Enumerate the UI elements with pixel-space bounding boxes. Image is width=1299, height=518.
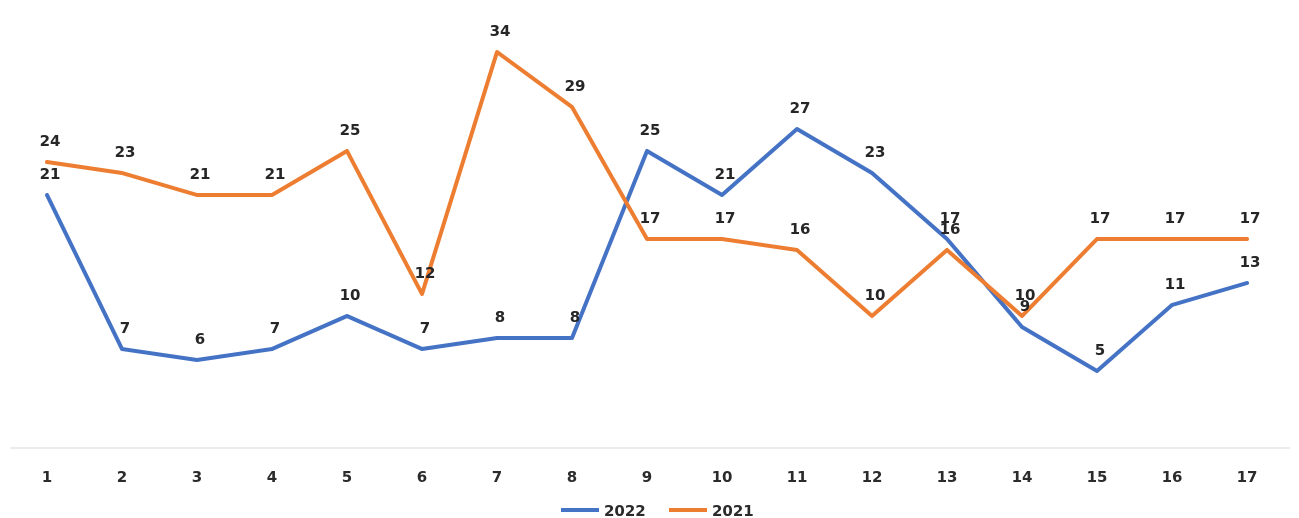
x-tick-label-17: 17 <box>1237 468 1258 486</box>
data-label-2021-9: 17 <box>640 209 661 227</box>
data-label-2022-17: 13 <box>1240 253 1261 271</box>
data-label-2022-16: 11 <box>1165 275 1186 293</box>
data-label-2021-14: 10 <box>1015 286 1036 304</box>
data-label-2022-4: 7 <box>270 319 280 337</box>
data-label-2022-14: 9 <box>1020 297 1030 315</box>
data-label-2021-7: 34 <box>490 22 511 40</box>
data-label-2021-2: 23 <box>115 143 136 161</box>
data-label-2022-2: 7 <box>120 319 130 337</box>
data-label-2022-12: 23 <box>865 143 886 161</box>
data-label-2022-9: 25 <box>640 121 661 139</box>
data-label-2022-11: 27 <box>790 99 811 117</box>
x-tick-label-15: 15 <box>1087 468 1108 486</box>
data-label-2022-10: 21 <box>715 165 736 183</box>
legend-item-2022: 2022 <box>561 502 646 518</box>
data-label-2022-1: 21 <box>40 165 61 183</box>
data-label-2022-8: 8 <box>570 308 580 326</box>
data-label-2021-4: 21 <box>265 165 286 183</box>
data-label-2021-6: 12 <box>415 264 436 282</box>
x-tick-label-1: 1 <box>42 468 52 486</box>
legend-item-2021: 2021 <box>669 502 754 518</box>
data-label-2022-6: 7 <box>420 319 430 337</box>
data-label-2021-8: 29 <box>565 77 586 95</box>
legend-label-2022: 2022 <box>604 502 646 518</box>
x-tick-label-2: 2 <box>117 468 127 486</box>
data-label-2021-12: 10 <box>865 286 886 304</box>
x-tick-label-13: 13 <box>937 468 958 486</box>
data-label-2021-5: 25 <box>340 121 361 139</box>
data-label-2022-3: 6 <box>195 330 205 348</box>
x-tick-label-16: 16 <box>1162 468 1183 486</box>
series-line-2021 <box>45 50 1249 318</box>
data-label-2021-1: 24 <box>40 132 61 150</box>
data-label-2021-3: 21 <box>190 165 211 183</box>
data-label-2021-10: 17 <box>715 209 736 227</box>
x-tick-label-7: 7 <box>492 468 502 486</box>
series-line-2022 <box>45 127 1249 373</box>
data-label-2022-5: 10 <box>340 286 361 304</box>
data-label-layer: 21 7 6 7 10 7 8 8 25 21 27 23 17 9 5 11 13 24 23 21 21 25 12 34… <box>40 22 1261 359</box>
legend-label-2021: 2021 <box>712 502 754 518</box>
data-label-2021-15: 17 <box>1090 209 1111 227</box>
x-tick-label-5: 5 <box>342 468 352 486</box>
x-tick-label-8: 8 <box>567 468 577 486</box>
data-label-2022-15: 5 <box>1095 341 1105 359</box>
x-tick-label-11: 11 <box>787 468 808 486</box>
x-tick-label-12: 12 <box>862 468 883 486</box>
data-label-2022-13: 17 <box>940 209 961 227</box>
data-label-2021-16: 17 <box>1165 209 1186 227</box>
legend: 2022 2021 <box>561 502 754 518</box>
series-layer <box>45 50 1249 373</box>
x-tick-label-10: 10 <box>712 468 733 486</box>
x-tick-label-3: 3 <box>192 468 202 486</box>
x-tick-label-14: 14 <box>1012 468 1033 486</box>
x-tick-label-9: 9 <box>642 468 652 486</box>
data-label-2021-13: 16 <box>940 220 961 238</box>
x-tick-label-6: 6 <box>417 468 427 486</box>
x-tick-label-4: 4 <box>267 468 277 486</box>
data-label-2021-11: 16 <box>790 220 811 238</box>
data-label-2021-17: 17 <box>1240 209 1261 227</box>
x-tick-layer: 1 2 3 4 5 6 7 8 9 10 11 12 13 14 15 16 17 <box>42 468 1258 486</box>
data-label-2022-7: 8 <box>495 308 505 326</box>
